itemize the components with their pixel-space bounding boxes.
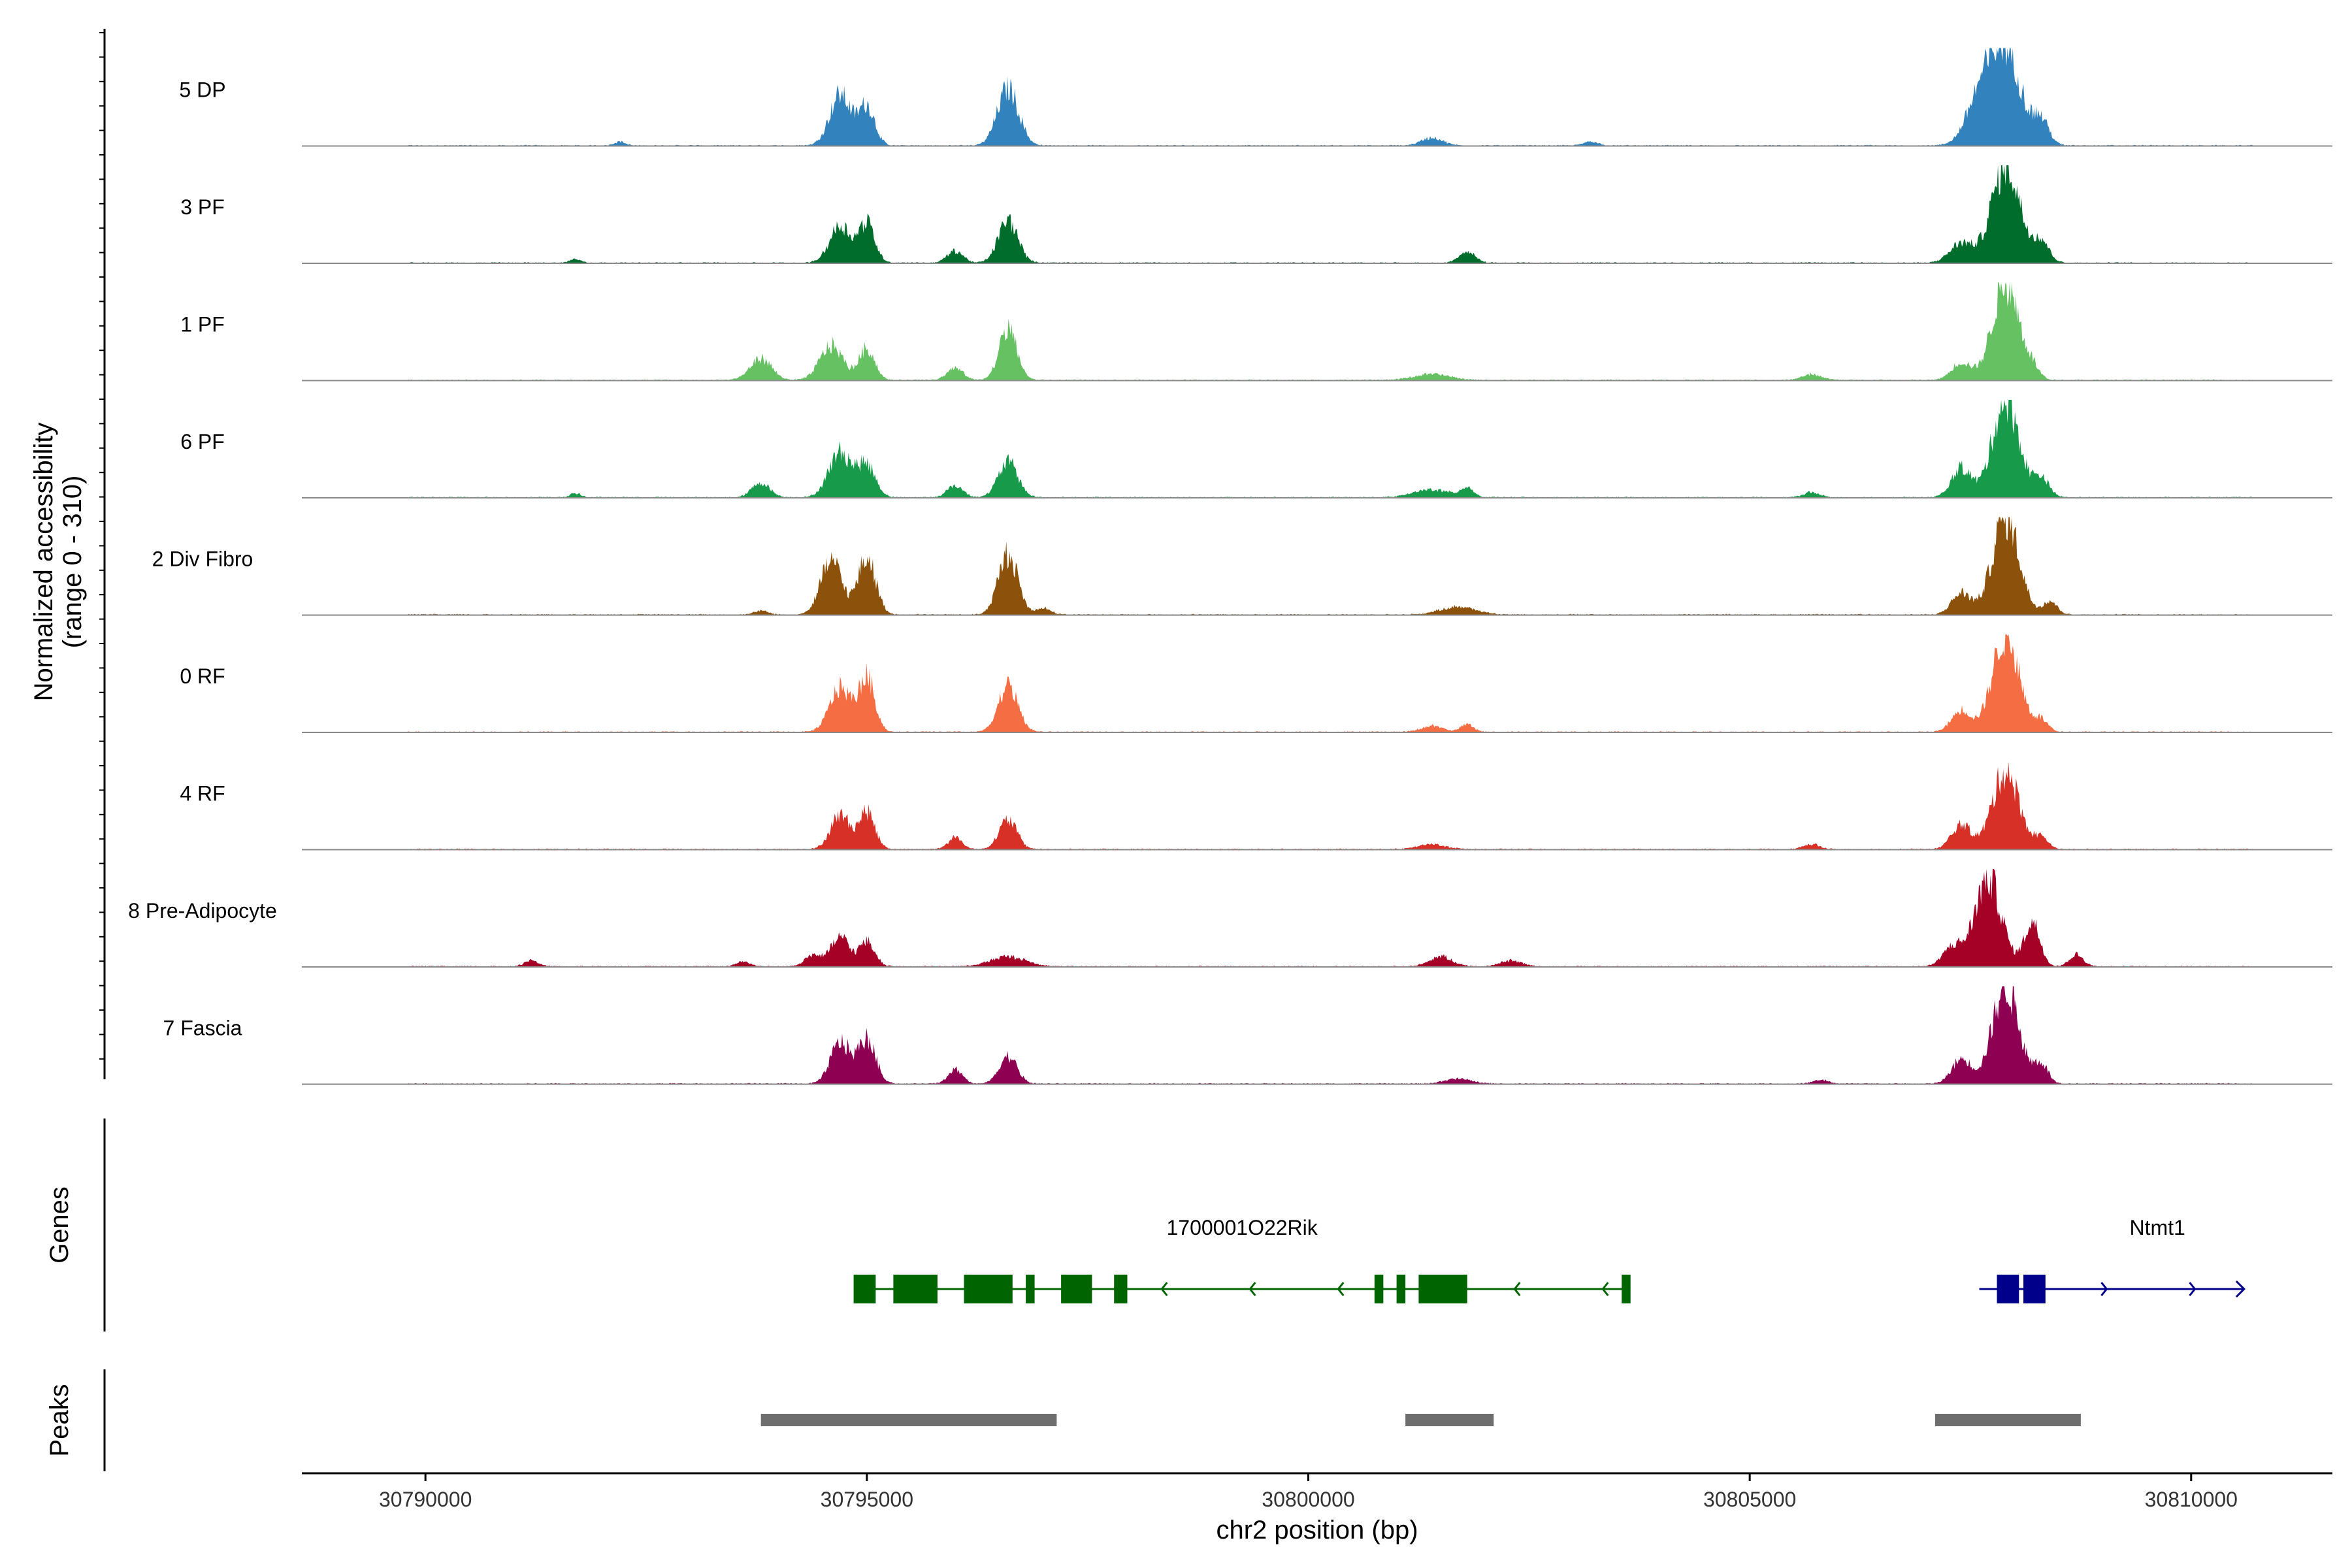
track-label: 7 Fascia — [163, 1017, 242, 1040]
exon — [853, 1275, 876, 1303]
strand-arrow — [1249, 1282, 1256, 1296]
x-tick-label: 30800000 — [1262, 1488, 1354, 1511]
strand-arrow — [1601, 1282, 1609, 1296]
track-div: 2 Div Fibro — [152, 517, 2332, 616]
coverage-area — [408, 517, 2253, 615]
exon — [1026, 1275, 1035, 1303]
track-label: 3 PF — [180, 195, 225, 219]
x-tick-label: 30795000 — [821, 1488, 913, 1511]
track-pf6: 6 PF — [180, 400, 2332, 498]
exon — [1622, 1275, 1631, 1303]
exon — [1418, 1275, 1467, 1303]
track-label: 2 Div Fibro — [152, 547, 253, 571]
coverage-area — [408, 400, 2253, 498]
x-tick-label: 30805000 — [1703, 1488, 1796, 1511]
track-fas: 7 Fascia — [163, 986, 2332, 1085]
exon — [1396, 1275, 1406, 1303]
x-tick-label: 30790000 — [379, 1488, 472, 1511]
track-rf4: 4 RF — [180, 762, 2332, 851]
exon — [1114, 1275, 1128, 1303]
gene-1700001O22Rik: 1700001O22Rik — [853, 1216, 1631, 1303]
coverage-area — [408, 634, 2253, 732]
track-pf3: 3 PF — [180, 165, 2332, 264]
y-axis-title-line1: Normalized accessibility — [29, 423, 58, 702]
coverage-area — [408, 762, 2253, 850]
peaks-panel-title: Peaks — [45, 1384, 74, 1456]
track-label: 5 DP — [179, 78, 225, 102]
exon — [893, 1275, 938, 1303]
coverage-area — [408, 165, 2253, 263]
track-pre: 8 Pre-Adipocyte — [128, 869, 2332, 968]
exon — [1374, 1275, 1384, 1303]
gene-annotation-track: 1700001O22Rik Ntmt1 — [853, 1216, 2246, 1303]
exon — [2023, 1275, 2046, 1303]
coverage-y-ticks — [99, 32, 105, 1060]
strand-arrow — [1160, 1282, 1168, 1296]
track-pf1: 1 PF — [180, 282, 2332, 382]
track-dp: 5 DP — [179, 48, 2332, 147]
peak-region — [1935, 1414, 2081, 1426]
strand-arrow — [1337, 1282, 1345, 1296]
track-label: 1 PF — [180, 313, 225, 336]
x-axis-title: chr2 position (bp) — [1216, 1516, 1418, 1544]
peak-region-track — [760, 1414, 2081, 1426]
y-axis-title: Normalized accessibility (range 0 - 310) — [29, 423, 87, 702]
gene-Ntmt1: Ntmt1 — [1979, 1216, 2246, 1303]
exon — [964, 1275, 1013, 1303]
coverage-area — [408, 869, 2253, 967]
peak-region — [760, 1414, 1057, 1426]
track-label: 8 Pre-Adipocyte — [128, 899, 277, 923]
track-label: 4 RF — [180, 782, 225, 806]
strand-arrow — [2189, 1282, 2197, 1296]
exon — [1061, 1275, 1092, 1303]
strand-arrow — [2235, 1280, 2246, 1298]
coverage-tracks: 5 DP 3 PF 1 PF 6 PF 2 Div Fibro 0 RF 4 RF 8 Pre… — [128, 48, 2332, 1085]
peak-region — [1405, 1414, 1494, 1426]
track-label: 0 RF — [180, 664, 225, 688]
strand-arrow — [1513, 1282, 1521, 1296]
y-axis-title-line2: (range 0 - 310) — [58, 476, 87, 649]
exon — [1997, 1275, 2019, 1303]
strand-arrow — [2100, 1282, 2108, 1296]
gene-label: Ntmt1 — [2130, 1216, 2185, 1239]
genes-panel-title: Genes — [45, 1186, 74, 1264]
coverage-area — [408, 48, 2253, 146]
track-rf0: 0 RF — [180, 634, 2332, 733]
x-axis-ticks: 30790000 30795000 30800000 30805000 30810000 — [379, 1473, 2238, 1511]
x-tick-label: 30810000 — [2145, 1488, 2238, 1511]
track-label: 6 PF — [180, 430, 225, 453]
gene-label: 1700001O22Rik — [1166, 1216, 1318, 1239]
coverage-area — [408, 986, 2253, 1085]
